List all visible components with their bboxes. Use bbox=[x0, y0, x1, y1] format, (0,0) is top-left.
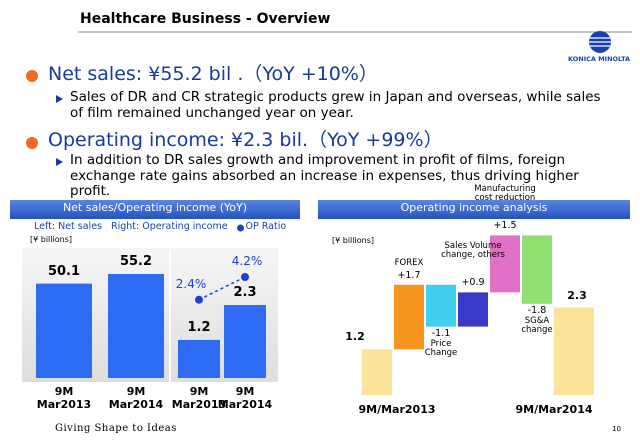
value-label: -1.8 bbox=[527, 304, 547, 316]
bar bbox=[522, 235, 552, 304]
legend-entry: OP Ratio bbox=[245, 221, 287, 232]
category-label: SG&A change bbox=[521, 315, 553, 336]
bar bbox=[224, 305, 266, 378]
bar bbox=[426, 284, 456, 327]
legend-entry: Right: Operating income bbox=[111, 221, 228, 232]
sub-bullet-arrows bbox=[56, 95, 63, 166]
bar bbox=[554, 307, 594, 395]
ratio-label: 2.4% bbox=[175, 276, 207, 291]
bar bbox=[394, 284, 424, 350]
slogan: Giving Shape to Ideas bbox=[55, 423, 177, 434]
value-label: 1.2 bbox=[345, 330, 365, 344]
category-label: 9M Mar2014 bbox=[217, 385, 273, 411]
bar bbox=[36, 283, 92, 378]
panel-header bbox=[318, 200, 630, 219]
bullet-main: Net sales: ¥55.2 bil .（YoY +10%） bbox=[48, 63, 378, 85]
bullet-sub: Sales of DR and CR strategic products gr… bbox=[70, 89, 601, 121]
category-label: 9M/Mar2013 bbox=[358, 403, 436, 416]
legend-entry: Left: Net sales bbox=[34, 221, 102, 232]
bar bbox=[490, 235, 520, 293]
value-label: 2.3 bbox=[233, 285, 257, 300]
value-label: -1.1 bbox=[431, 327, 451, 339]
bullet-dot bbox=[26, 70, 38, 82]
category-label: Manufacturing cost reduction bbox=[474, 184, 536, 203]
category-label: FOREX bbox=[394, 257, 424, 268]
value-label: 1.2 bbox=[187, 319, 211, 335]
ratio-line bbox=[198, 276, 246, 301]
category-label: Price Change bbox=[424, 338, 458, 358]
category-label: 9M/Mar2014 bbox=[515, 403, 593, 416]
ratio-label: 4.2% bbox=[231, 254, 263, 268]
panel-title: Operating income analysis bbox=[400, 201, 548, 214]
bar bbox=[362, 349, 392, 395]
category-label: 9M Mar2014 bbox=[108, 385, 164, 411]
bar bbox=[178, 339, 220, 378]
unit-label: [¥ billions] bbox=[30, 235, 72, 244]
category-label: 9M Mar2013 bbox=[36, 385, 92, 411]
value-label: 2.3 bbox=[567, 288, 587, 302]
bar bbox=[108, 274, 164, 378]
panel-header bbox=[10, 200, 300, 219]
legend-marker bbox=[237, 224, 245, 232]
ratio-point bbox=[195, 295, 203, 304]
value-label: +1.5 bbox=[493, 220, 517, 232]
slide-title: Healthcare Business - Overview bbox=[80, 11, 331, 27]
logo-lines bbox=[589, 37, 611, 47]
value-label: 50.1 bbox=[47, 263, 81, 279]
bullet-dot bbox=[26, 137, 38, 149]
category-label: Sales Volume change, others bbox=[441, 241, 505, 260]
ratio-point bbox=[241, 273, 249, 281]
page-number: 10 bbox=[612, 425, 621, 433]
value-label: +1.7 bbox=[397, 269, 421, 281]
panel-title: Net sales/Operating income (YoY) bbox=[62, 201, 248, 214]
category-label: 9M Mar2013 bbox=[171, 385, 227, 411]
bullet-main: Operating income: ¥2.3 bil.（YoY +99%） bbox=[48, 129, 443, 151]
bullet-sub: In addition to DR sales growth and impro… bbox=[70, 152, 579, 200]
bar bbox=[458, 292, 488, 327]
unit-label: [¥ billions] bbox=[332, 236, 374, 245]
value-label: +0.9 bbox=[461, 277, 485, 289]
logo-text: KONICA MINOLTA bbox=[568, 55, 631, 63]
value-label: 55.2 bbox=[119, 254, 153, 269]
